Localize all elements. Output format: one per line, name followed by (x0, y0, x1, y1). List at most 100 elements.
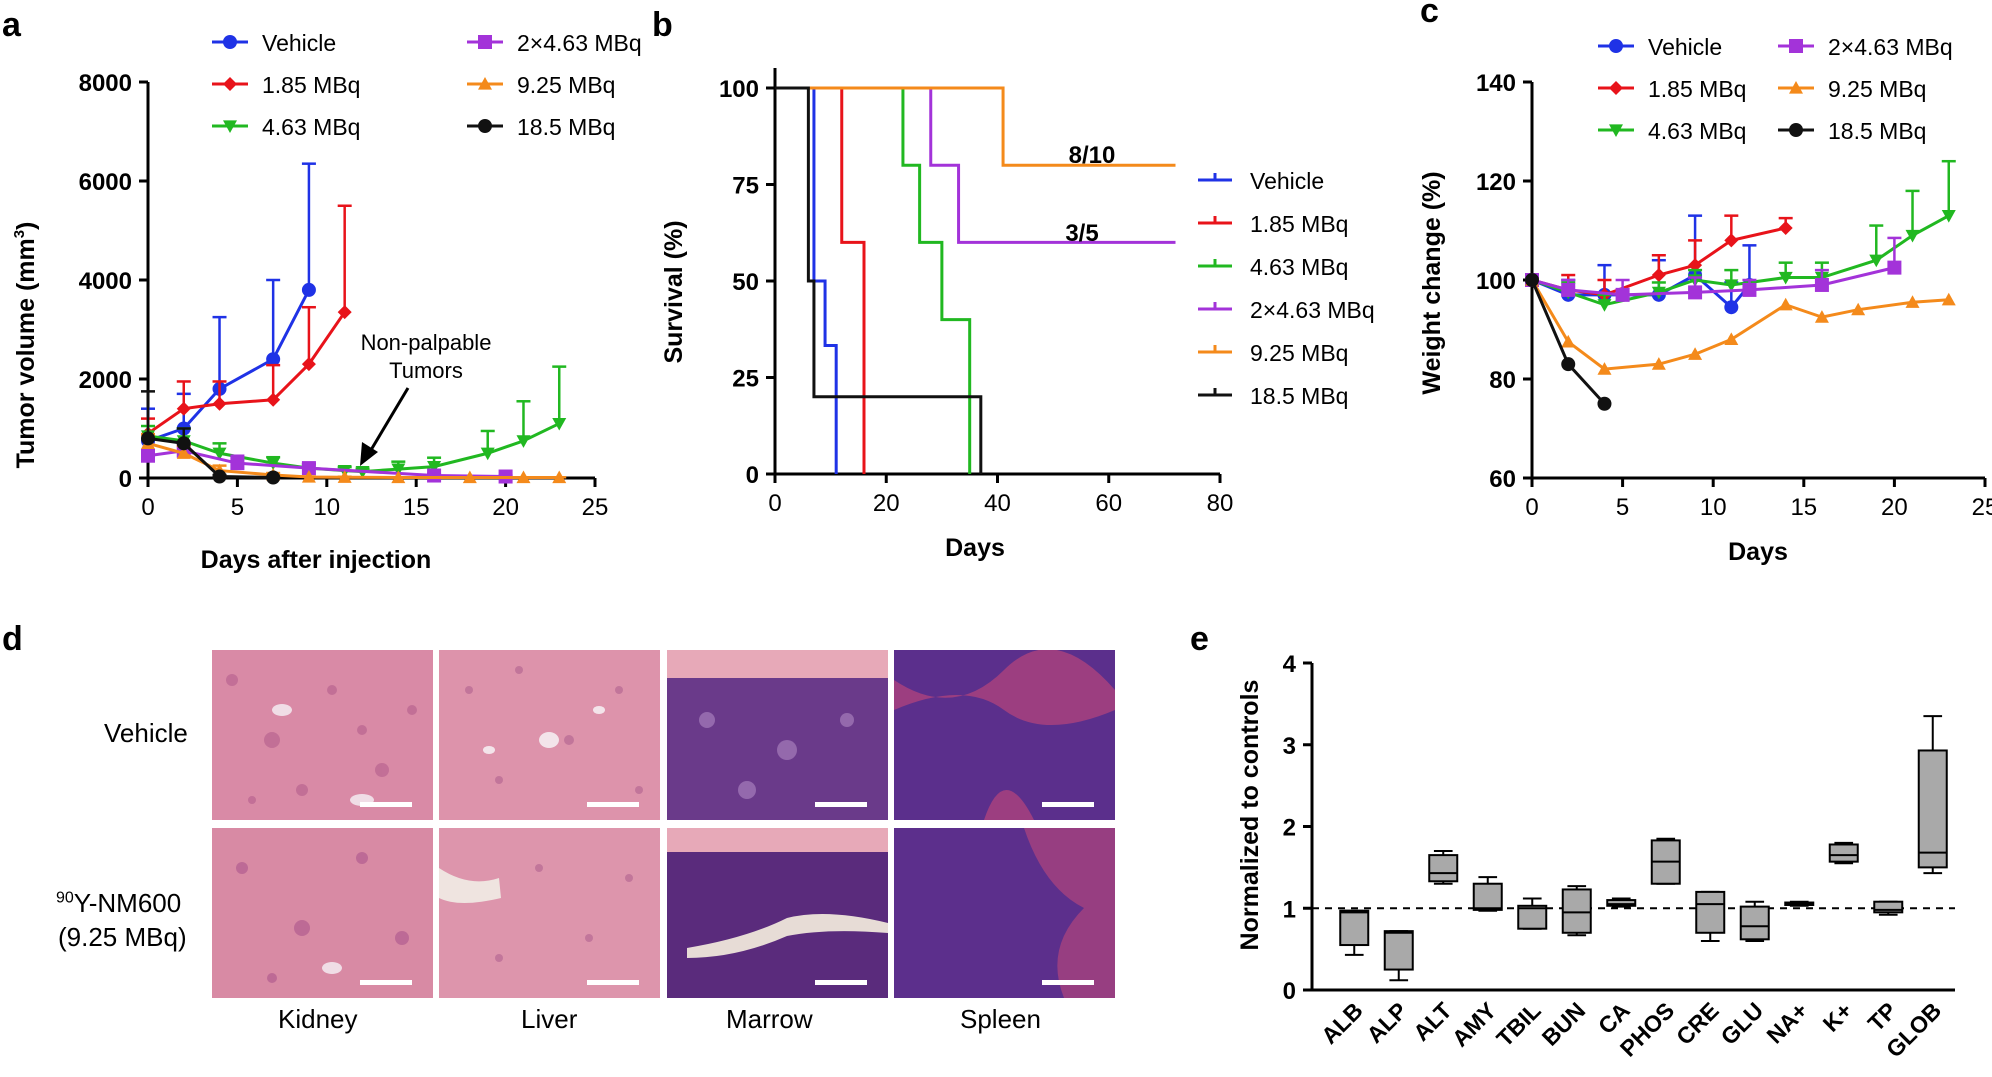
panel-a-point (552, 417, 567, 431)
panel-c-legend-label-m2x463: 2×4.63 MBq (1828, 34, 1953, 60)
panel-b-x-tick-label: 60 (1095, 490, 1122, 517)
panel-a-point (516, 470, 531, 484)
panel-a-x-tick-label: 15 (403, 494, 430, 521)
panel-c-point (1688, 347, 1703, 360)
panel-a-series-m1850 (141, 390, 281, 485)
panel-b-series-m1850 (775, 86, 983, 474)
panel-a-y-tick-label: 8000 (79, 70, 132, 97)
panel-e-box-rect (1873, 900, 1904, 914)
panel-c-series-vehicle (1525, 214, 1757, 315)
panel-a-point (516, 435, 531, 448)
panel-e-box-alp (1383, 930, 1414, 982)
panel-a-x-tick-label: 5 (231, 494, 244, 521)
panel-b-legend-item-m2x463: 2×4.63 MBq (1198, 297, 1375, 323)
panel-c-legend-label-m925: 9.25 MBq (1828, 76, 1926, 102)
panel-c-xlabel: Days (1728, 538, 1788, 566)
panel-c-legend-label-m185: 1.85 MBq (1648, 76, 1746, 102)
panel-e-box-ca (1606, 897, 1637, 908)
panel-e-box-rect (1917, 749, 1948, 869)
panel-label-c: c (1420, 0, 1439, 30)
scale-bar (587, 980, 639, 985)
panel-a-point (212, 396, 227, 411)
panel-e-category-label: GLU (1716, 997, 1769, 1050)
panel-b-ylabel: Survival (%) (660, 220, 688, 363)
panel-c-legend-marker (1789, 123, 1803, 137)
panel-e-box-rect (1561, 888, 1592, 934)
panel-c-point (1525, 273, 1539, 287)
row-label-vehicle: Vehicle (104, 718, 188, 748)
scale-bar (815, 802, 867, 807)
histology-liver-treated (439, 828, 660, 998)
panel-b-legend-label-m925: 9.25 MBq (1250, 340, 1348, 366)
panel-c-point (1778, 271, 1793, 285)
panel-e-box-alb (1339, 909, 1370, 956)
panel-a-legend-marker (478, 35, 492, 49)
panel-c-point (1597, 396, 1612, 411)
panel-e-box-phos (1650, 837, 1681, 885)
panel-a-legend-label-m925: 9.25 MBq (517, 72, 615, 98)
panel-b-x-tick-label: 20 (873, 490, 900, 517)
panel-b-legend-label-m2x463: 2×4.63 MBq (1250, 297, 1375, 323)
panel-b-legend-label-vehicle: Vehicle (1250, 168, 1324, 194)
scale-bar (1042, 802, 1094, 807)
panel-e-box-rect (1517, 904, 1548, 930)
row-label-treatment: 90Y-NM600 (56, 888, 181, 919)
panel-e-box-amy (1472, 876, 1503, 912)
panel-c-legend-marker (1789, 81, 1803, 94)
panel-a-y-tick-label: 2000 (79, 367, 132, 394)
panel-a-point (337, 470, 352, 483)
panel-b-y-tick-label: 100 (719, 76, 759, 103)
row-label-drug: Y-NM600 (73, 888, 182, 918)
panel-a-point (301, 357, 316, 372)
panel-a-point (301, 282, 316, 297)
panel-e-box-alt (1428, 850, 1459, 885)
panel-a-tumor-volume-chart: 0 5 10 15 20 25 0 2000 4000 6000 8000 Vehicle 1.85 M… (79, 30, 642, 521)
panel-e-box-tbil (1517, 897, 1548, 930)
panel-b-legend-label-m463: 4.63 MBq (1250, 254, 1348, 280)
panel-c-x-tick-label: 5 (1616, 494, 1629, 521)
panel-b-series-m925 (775, 86, 1176, 167)
panel-label-b: b (652, 6, 673, 44)
panel-e-y-tick-label: 3 (1283, 733, 1296, 760)
panel-a-line (147, 436, 274, 480)
panel-a-point (141, 448, 155, 463)
panel-a-series-m185 (141, 204, 352, 441)
panel-e-box-cre (1695, 890, 1726, 942)
panel-a-line (147, 311, 346, 435)
panel-b-legend-label-m1850: 18.5 MBq (1250, 383, 1348, 409)
panel-c-point (1905, 295, 1920, 308)
panel-e-box-rect (1828, 843, 1859, 863)
panel-c-legend-marker (1609, 39, 1623, 53)
panel-c-legend-marker (1609, 81, 1623, 95)
panel-a-x-tick-label: 25 (582, 494, 609, 521)
panel-c-legend-label-vehicle: Vehicle (1648, 34, 1722, 60)
panel-e-y-tick-label: 0 (1283, 978, 1296, 1005)
panel-b-annotation-3-5: 3/5 (1065, 220, 1098, 247)
panel-c-x-tick-label: 15 (1790, 494, 1817, 521)
panel-a-point (212, 469, 227, 484)
panel-a-legend-label-m2x463: 2×4.63 MBq (517, 30, 642, 56)
panel-b-series-m463 (775, 86, 972, 474)
panel-a-point (462, 470, 477, 484)
panel-a-annotation-line1: Non-palpable (361, 330, 492, 355)
panel-e-box-glu (1739, 900, 1770, 942)
panel-a-legend-marker (223, 35, 237, 49)
histology-spleen-treated (894, 828, 1115, 998)
panel-c-y-tick-label: 120 (1476, 169, 1516, 196)
panel-a-y-tick-label: 4000 (79, 268, 132, 295)
panel-c-series-m1850 (1525, 273, 1612, 411)
panel-c-point (1742, 282, 1757, 297)
panel-a-point (230, 456, 245, 471)
panel-c-y-tick-label: 60 (1489, 466, 1516, 493)
panel-e-category-label: TBIL (1491, 997, 1546, 1052)
panel-e-category-label: NA+ (1761, 997, 1812, 1048)
panel-c-y-tick-label: 100 (1476, 268, 1516, 295)
panel-a-y-tick-label: 6000 (79, 169, 132, 196)
row-label-isotope: 90 (56, 889, 74, 907)
panel-e-category-label: ALT (1408, 997, 1457, 1046)
panel-a-point (176, 436, 191, 451)
scale-bar (360, 980, 412, 985)
panel-a-point (301, 461, 316, 476)
panel-e-box-rect (1695, 890, 1726, 934)
